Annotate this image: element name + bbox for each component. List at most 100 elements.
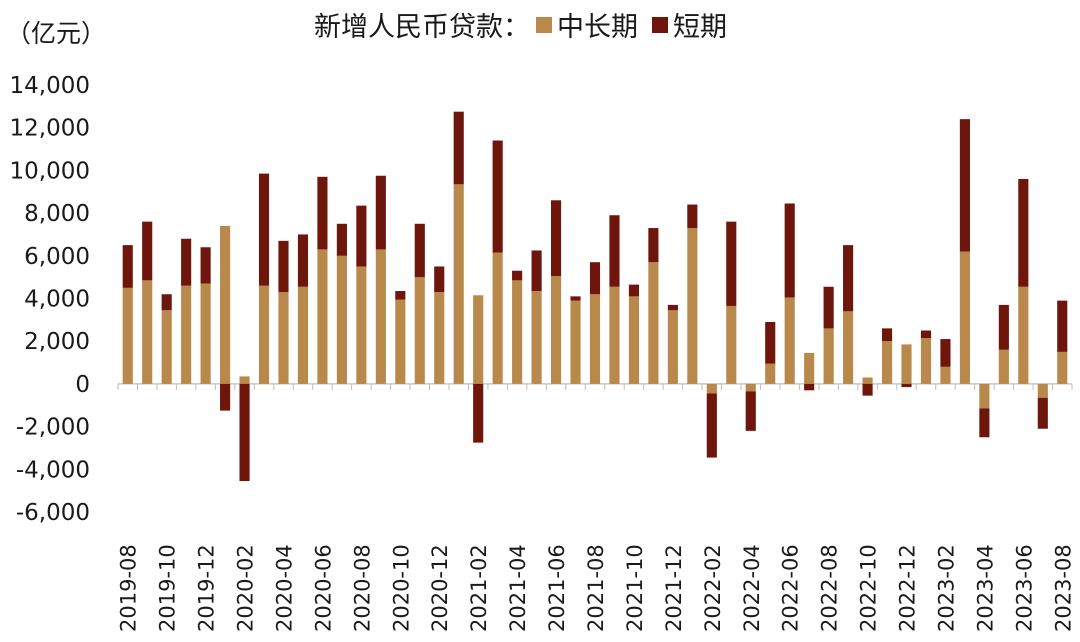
bar-2020-06-series-0 [317, 249, 328, 384]
bar-2021-03-series-0 [492, 252, 503, 384]
bar-2023-07-series-1 [1037, 397, 1048, 429]
axes [117, 383, 1073, 390]
bar-2020-02-series-1 [239, 383, 250, 482]
x-tick-label: 2019-12 [195, 544, 219, 632]
chart-title: 新增人民币贷款： [314, 12, 530, 43]
bar-2021-11-series-0 [648, 262, 659, 384]
bar-2023-04-series-0 [979, 383, 990, 409]
bar-2019-09-series-1 [142, 221, 153, 281]
bar-2021-08-series-1 [589, 262, 601, 295]
x-tick-label: 2023-06 [1012, 544, 1036, 632]
x-tick-label: 2021-04 [506, 544, 530, 632]
y-unit-label: （亿元） [6, 19, 106, 48]
y-tick-label: 14,000 [10, 73, 90, 99]
bar-2023-01-series-0 [920, 337, 932, 384]
x-tick-label: 2021-08 [584, 544, 608, 632]
x-tick-label: 2022-10 [857, 544, 881, 632]
x-tick-label: 2022-02 [701, 544, 725, 632]
bar-2021-02-series-0 [473, 295, 484, 384]
x-tick-label: 2023-04 [973, 544, 997, 632]
bar-2022-11-series-0 [881, 341, 893, 384]
x-tick-label: 2023-08 [1051, 544, 1075, 632]
bar-2021-10-series-0 [628, 296, 640, 384]
bar-2020-03-series-1 [258, 173, 270, 286]
bar-2020-04-series-0 [278, 292, 289, 384]
bar-2020-08-series-1 [356, 205, 367, 267]
bar-2022-10-series-1 [862, 383, 873, 396]
bar-2020-03-series-0 [258, 285, 270, 384]
bar-2020-06-series-1 [317, 176, 328, 250]
x-tick-label: 2023-02 [934, 544, 958, 632]
bar-2020-01-series-1 [220, 383, 231, 411]
bar-2021-09-series-0 [609, 286, 620, 384]
bar-2019-10-series-1 [161, 294, 172, 311]
bar-2022-12-series-0 [901, 344, 912, 384]
x-tick-label: 2021-12 [662, 544, 686, 632]
bar-2021-09-series-1 [609, 215, 620, 287]
y-tick-label: 12,000 [10, 116, 90, 142]
bar-2020-05-series-0 [297, 286, 309, 384]
bar-2019-11-series-0 [181, 285, 192, 384]
bar-2022-04-series-1 [745, 391, 756, 431]
bar-2022-01-series-0 [687, 228, 698, 384]
y-tick-label: -6,000 [16, 500, 90, 526]
bar-2021-07-series-0 [570, 300, 581, 384]
bar-2023-04-series-1 [979, 408, 990, 438]
y-tick-label: 8,000 [24, 201, 90, 227]
bar-2019-12-series-1 [200, 247, 211, 284]
bar-2021-03-series-1 [492, 140, 503, 253]
bar-2023-03-series-0 [959, 251, 970, 384]
bar-2019-12-series-0 [200, 283, 211, 384]
x-tick-label: 2020-08 [350, 544, 374, 632]
bar-2022-05-series-0 [765, 363, 776, 384]
bar-2023-07-series-0 [1037, 383, 1048, 398]
bar-2023-06-series-0 [1018, 286, 1029, 384]
bar-2023-06-series-1 [1018, 178, 1029, 287]
bar-2022-03-series-0 [726, 305, 737, 384]
x-tick-label: 2019-10 [156, 544, 180, 632]
bar-2022-06-series-1 [784, 203, 795, 298]
bar-2020-11-series-1 [414, 223, 425, 278]
bar-2020-08-series-0 [356, 266, 367, 384]
bar-2023-05-series-0 [998, 349, 1009, 384]
legend-label-1: 短期 [673, 12, 727, 43]
legend: 新增人民币贷款： 中长期 短期 [314, 12, 727, 43]
bar-2021-04-series-0 [512, 280, 523, 384]
bars-layer [122, 111, 1068, 482]
bar-2022-05-series-1 [765, 321, 776, 364]
bar-2021-04-series-1 [512, 270, 523, 281]
x-tick-label: 2022-06 [779, 544, 803, 632]
bar-2021-01-series-0 [453, 184, 464, 384]
legend-label-0: 中长期 [557, 12, 638, 43]
bar-2021-11-series-1 [648, 228, 659, 263]
bar-2021-06-series-1 [550, 200, 562, 277]
bar-2021-05-series-1 [531, 250, 542, 292]
bar-2023-03-series-1 [959, 119, 970, 252]
x-tick-label: 2019-08 [117, 544, 141, 632]
bar-2021-12-series-0 [667, 310, 678, 384]
bar-2020-09-series-1 [375, 175, 386, 250]
bar-2020-12-series-1 [434, 266, 445, 293]
bar-2023-01-series-1 [920, 330, 932, 338]
bar-2020-07-series-1 [336, 223, 347, 256]
y-tick-label: 10,000 [10, 158, 90, 184]
bar-2022-01-series-1 [687, 204, 698, 229]
bar-2022-11-series-1 [881, 328, 893, 342]
bar-2022-04-series-0 [745, 383, 756, 392]
bar-2023-02-series-0 [940, 366, 951, 384]
bar-2021-08-series-0 [589, 294, 601, 384]
bar-2020-12-series-0 [434, 292, 445, 384]
y-tick-label: 6,000 [24, 244, 90, 270]
bar-2022-07-series-1 [804, 383, 815, 391]
bar-2023-08-series-0 [1057, 351, 1068, 384]
legend-swatch-1 [652, 17, 668, 33]
bar-2019-08-series-0 [122, 287, 133, 384]
bar-2022-03-series-1 [726, 221, 737, 306]
x-tick-label: 2020-06 [311, 544, 335, 632]
x-tick-label: 2020-04 [272, 544, 296, 632]
bar-2021-02-series-1 [473, 383, 484, 443]
bar-2021-07-series-1 [570, 296, 581, 301]
bar-2019-08-series-1 [122, 245, 133, 288]
